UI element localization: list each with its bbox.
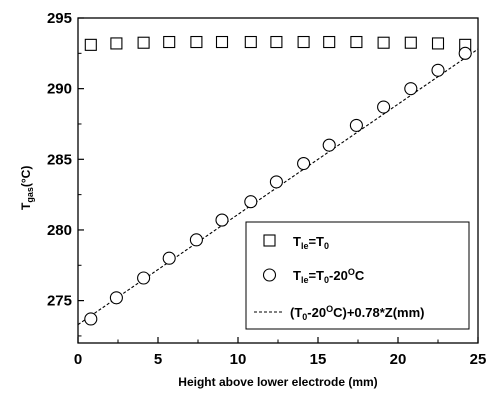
square-point [190, 35, 203, 49]
circle-point [431, 63, 445, 77]
legend-entry-1: Tle=T0 [293, 234, 329, 251]
circle-point [297, 156, 311, 171]
x-tick-label: 5 [154, 351, 162, 368]
legend-entry-2: Tle=T0-20OC [293, 267, 365, 285]
legend-square-marker [263, 234, 276, 247]
legend-box [245, 221, 470, 330]
x-tick-label: 10 [230, 351, 247, 368]
circle-point [349, 118, 363, 132]
square-point [297, 35, 310, 49]
y-tick-label: 290 [47, 81, 72, 98]
square-point [244, 35, 257, 49]
square-point [377, 36, 390, 49]
y-axis-ticks: 275 280 285 290 295 [47, 10, 84, 337]
circle-point [109, 291, 123, 305]
square-point [323, 35, 336, 49]
circle-point [404, 82, 418, 96]
x-axis-ticks: 0 5 10 15 20 25 [74, 337, 487, 368]
square-point [215, 35, 229, 49]
circle-point [215, 213, 229, 227]
circle-point [377, 100, 391, 114]
square-point [431, 37, 445, 50]
y-axis-title-unit: (°C) [19, 166, 33, 187]
square-point [84, 38, 97, 51]
y-tick-label: 275 [47, 293, 72, 310]
y-tick-label: 285 [47, 151, 72, 168]
x-tick-label: 0 [74, 351, 82, 368]
square-point [163, 35, 176, 49]
y-axis-title: Tgas(°C) [19, 166, 35, 210]
square-point [137, 36, 150, 49]
x-tick-label: 25 [470, 351, 487, 368]
y-axis-title-sub: gas [25, 187, 35, 203]
y-tick-label: 280 [47, 222, 72, 239]
legend-entry-3: (T0-20OC)+0.78*Z(mm) [290, 304, 425, 322]
circle-point [137, 271, 151, 285]
data-markers [84, 35, 472, 326]
legend-circle-marker [262, 268, 277, 282]
circle-point [244, 195, 258, 209]
circle-point [269, 175, 283, 189]
circle-point [162, 251, 176, 265]
x-axis-title: Height above lower electrode (mm) [178, 375, 377, 389]
circle-point [458, 46, 472, 60]
y-tick-label: 295 [47, 10, 72, 27]
legend: Tle=T0 Tle=T0-20OC (T0-20OC)+0.78*Z(mm) [245, 221, 470, 330]
square-point [350, 35, 363, 49]
circle-point [189, 233, 203, 247]
y-axis-title-main: T [19, 202, 33, 210]
square-point [404, 36, 417, 49]
x-tick-label: 20 [390, 351, 407, 368]
square-point [110, 37, 123, 50]
circle-point [84, 312, 98, 326]
x-tick-label: 15 [310, 351, 327, 368]
square-point [270, 35, 283, 49]
circle-point [322, 138, 336, 152]
svg-text:Tgas(°C): Tgas(°C) [19, 166, 35, 210]
